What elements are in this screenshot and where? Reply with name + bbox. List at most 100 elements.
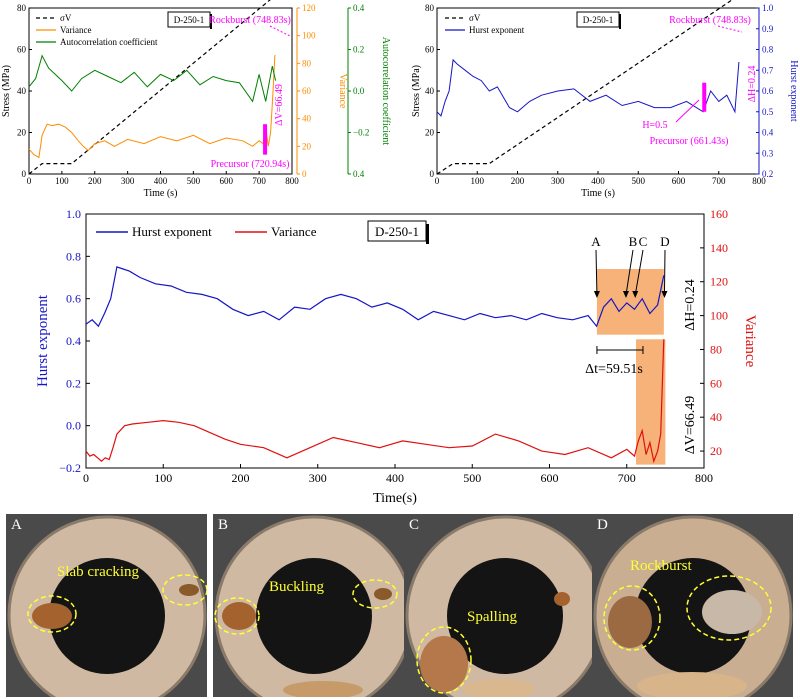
autocorr-tick-label: 0.2: [353, 45, 364, 55]
x-tick-label: 700: [712, 176, 726, 186]
autocorr-tick-label: 0.4: [353, 169, 365, 179]
photo-b: B Buckling: [213, 514, 414, 697]
badge-shadow: [426, 224, 429, 244]
autocorr-axis-label: Autocorrelation coefficient: [380, 37, 391, 146]
variance-tick-label: 40: [302, 114, 312, 124]
y-tick-label: 60: [17, 45, 27, 55]
hurst-highlight: [596, 269, 664, 335]
marker-arrowhead: [632, 291, 639, 298]
x-tick-label: 600: [672, 176, 686, 186]
photo-c-letter: C: [409, 517, 420, 533]
y-tick-label: 0: [22, 169, 27, 179]
marker-b: B: [629, 234, 638, 249]
legend-label: Hurst exponent: [469, 25, 525, 35]
badge-shadow: [619, 14, 621, 29]
x-tick-label: 200: [88, 176, 102, 186]
marker-arrowhead: [661, 291, 668, 298]
x-tick-label: 800: [285, 176, 299, 186]
x-tick-label: 800: [695, 471, 713, 485]
photo-c-image: [404, 514, 605, 697]
variance-axis-label: Variance: [337, 74, 348, 110]
y-tick-label: 0.8: [66, 249, 81, 263]
variance-line: [28, 54, 276, 159]
stress-line: [436, 0, 733, 175]
variance-line: [85, 339, 665, 464]
x-tick-label: 400: [591, 176, 605, 186]
marker-c: C: [639, 234, 648, 249]
variance-tick-label: 60: [710, 376, 722, 390]
variance-tick-label: 160: [710, 207, 728, 221]
variance-tick-label: 80: [302, 58, 312, 68]
hurst-line: [85, 266, 665, 328]
h-label: H=0.5: [642, 120, 667, 131]
marker-a: A: [591, 234, 601, 249]
dt-label: Δt=59.51s: [585, 362, 643, 377]
panel-main: 0 100 200 300 400 500 600 700 800 −0.2 0.0 0.2 0.4 0.…: [35, 207, 758, 506]
x-tick-label: 0: [27, 176, 32, 186]
hurst-tick-label: 0.3: [762, 148, 774, 158]
autocorr-tick-label: −0.2: [353, 128, 369, 138]
precursor-band: [702, 82, 707, 112]
hurst-tick-label: 0.2: [762, 169, 773, 179]
panel-top-right: 0 100 200 300 400 500 600 700 800 0 20 40 60 80 0.2 0.3…: [411, 0, 799, 199]
hurst-tick-label: 0.8: [762, 45, 774, 55]
badge-label: D-250-1: [174, 15, 205, 25]
rockburst-label: Rockburst (748.83s): [669, 15, 751, 26]
badge-shadow: [210, 14, 212, 29]
hurst-tick-label: 0.6: [762, 86, 774, 96]
dh-label: ΔH=0.24: [683, 279, 698, 331]
y-tick-label: −0.2: [59, 461, 81, 475]
x-tick-label: 800: [752, 176, 766, 186]
marker-arrow: [625, 249, 634, 296]
y-tick-label: 0.0: [66, 419, 81, 433]
x-tick-label: 700: [618, 471, 636, 485]
legend-label: σV: [60, 13, 72, 23]
x-axis-label: Time(s): [373, 491, 417, 506]
panel-top-left: 0 100 200 300 400 500 600 700 800020406080020406…: [1, 0, 391, 199]
y-tick-label: 20: [17, 128, 27, 138]
photo-d-letter: D: [597, 517, 608, 533]
legend-label: Variance: [60, 25, 91, 35]
photo-a-caption: Slab cracking: [57, 564, 140, 580]
precursor-label: Precursor (720.94s): [211, 159, 290, 170]
variance-tick-label: 40: [710, 410, 722, 424]
variance-tick-label: 100: [302, 31, 316, 41]
y-tick-label: 1.0: [66, 207, 81, 221]
photo-c-caption: Spalling: [467, 609, 518, 625]
rockburst-label: Rockburst (748.83s): [209, 15, 291, 26]
autocorr-tick-label: 0.4: [353, 3, 365, 13]
autocorr-tick-label: 0.0: [353, 86, 365, 96]
photo-d-caption: Rockburst: [630, 558, 692, 574]
x-tick-label: 0: [83, 471, 89, 485]
dv-label: ΔV=66.49: [683, 396, 698, 455]
x-tick-label: 100: [55, 176, 69, 186]
x-tick-label: 300: [121, 176, 135, 186]
y-tick-label: 80: [17, 3, 27, 13]
x-tick-label: 300: [309, 471, 327, 485]
x-tick-label: 600: [541, 471, 559, 485]
hurst-tick-label: 0.9: [762, 24, 774, 34]
marker-arrow: [595, 249, 598, 296]
y-axis-label: Hurst exponent: [35, 294, 51, 387]
delta-v-label: ΔV=66.49: [274, 84, 285, 126]
legend-label: Variance: [271, 224, 317, 239]
x-tick-label: 100: [154, 471, 172, 485]
x-tick-label: 400: [154, 176, 168, 186]
x-tick-label: 600: [220, 176, 234, 186]
legend-label: Hurst exponent: [132, 224, 212, 239]
hurst-tick-label: 0.7: [762, 65, 774, 75]
variance-tick-label: 80: [710, 342, 722, 356]
x-tick-label: 200: [511, 176, 525, 186]
variance-tick-label: 60: [302, 86, 312, 96]
variance-tick-label: 0: [302, 169, 307, 179]
delta-h-label: ΔH=0.24: [747, 66, 758, 103]
variance-tick-label: 120: [710, 275, 728, 289]
y-tick-label: 0: [430, 169, 435, 179]
photo-a-letter: A: [11, 517, 22, 533]
plot-frame: [85, 213, 705, 469]
autocorr-line: [28, 54, 277, 103]
y-tick-label: 60: [425, 45, 435, 55]
rockburst-leader: [269, 25, 291, 37]
variance-tick-label: 120: [302, 3, 316, 13]
